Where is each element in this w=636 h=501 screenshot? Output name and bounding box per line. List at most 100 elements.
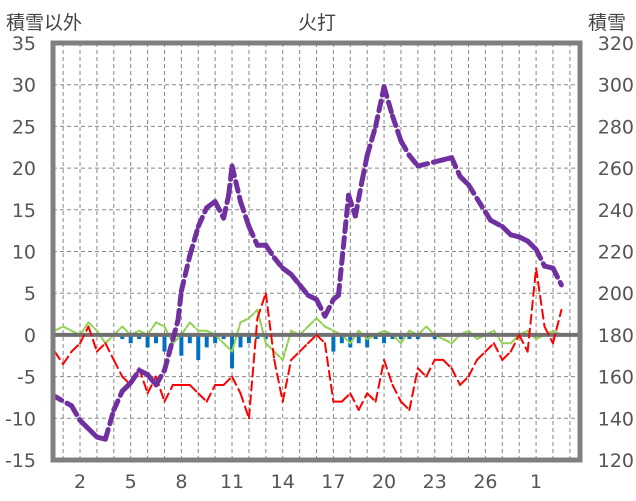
left-tick-label: 15: [12, 200, 36, 222]
temperature-segment: [104, 342, 115, 361]
x-tick-label: 26: [473, 471, 497, 493]
precip-bar: [238, 334, 243, 348]
x-tick-label: 5: [125, 471, 137, 493]
left-axis-title: 積雪以外: [6, 12, 83, 34]
temperature-segment: [383, 358, 394, 386]
left-tick-label: -15: [5, 450, 36, 472]
temperature-segment: [459, 375, 470, 386]
snow-depth-segment: [359, 153, 370, 184]
precip-bar: [407, 334, 412, 340]
snow-depth-segment: [50, 392, 75, 409]
green-series-segment: [62, 325, 73, 332]
snow-depth-segment: [178, 253, 193, 294]
snow-depth-segment: [352, 178, 365, 219]
temperature-segment: [95, 342, 107, 353]
temperature-segment: [256, 292, 267, 320]
right-tick-label: 280: [598, 116, 634, 138]
plot-frame: [50, 40, 583, 463]
temperature-segment: [535, 267, 546, 328]
temperature-segment: [307, 333, 318, 345]
left-tick-label: 10: [12, 242, 36, 264]
right-tick-label: 300: [598, 75, 634, 97]
temperature-segment: [357, 392, 369, 411]
temperature-segment: [450, 367, 462, 386]
precip-bar: [128, 334, 133, 344]
right-tick-label: 220: [598, 242, 634, 264]
snow-depth-segment: [381, 84, 396, 119]
snow-depth-segment: [364, 123, 379, 159]
temperature-segment: [543, 325, 554, 345]
snow-depth-segment: [128, 367, 142, 386]
snow-depth-segment: [237, 198, 252, 229]
precip-bar: [255, 334, 260, 340]
temperature-segment: [408, 367, 419, 411]
snow-depth-segment: [111, 388, 125, 413]
precip-bar: [196, 334, 201, 360]
temperature-segment: [197, 392, 208, 403]
snow-depth-segment: [322, 296, 336, 319]
temperature-segment: [273, 358, 284, 403]
precip-bar: [382, 334, 387, 344]
temperature-segment: [163, 383, 174, 403]
green-series-segment: [239, 317, 250, 324]
right-tick-label: 260: [598, 158, 634, 180]
snow-depth-segment: [533, 246, 548, 269]
precip-bar: [356, 334, 361, 344]
temperature-segment: [475, 350, 487, 361]
temperature-segment: [349, 392, 360, 411]
snow-depth-segment: [153, 367, 167, 388]
temperature-segment: [391, 383, 402, 403]
temperature-segment: [416, 367, 428, 378]
green-series-segment: [399, 329, 411, 345]
temperature-segment: [112, 358, 124, 378]
green-series-segment: [180, 321, 191, 336]
snow-depth-segment: [175, 288, 184, 323]
precip-bar: [246, 334, 251, 344]
green-series-segment: [349, 329, 360, 345]
temperature-segment: [62, 350, 73, 366]
temperature-segment: [551, 308, 563, 345]
x-tick-label: 17: [321, 471, 345, 493]
green-series-segment: [315, 317, 326, 328]
right-tick-label: 120: [598, 450, 634, 472]
right-tick-label: 140: [598, 408, 634, 430]
snow-depth-segment: [246, 223, 260, 248]
temperature-segment: [281, 358, 293, 403]
right-tick-label: 200: [598, 283, 634, 305]
x-tick-label: 11: [220, 471, 244, 493]
green-series-segment: [146, 321, 158, 336]
green-series-segment: [307, 317, 318, 328]
temperature-segment: [425, 358, 436, 378]
snow-depth-segment: [69, 403, 83, 423]
precip-bar: [263, 334, 268, 340]
left-tick-label: 35: [12, 33, 36, 55]
green-series-segment: [53, 325, 65, 332]
green-series-segment: [323, 325, 335, 332]
left-tick-label: 5: [24, 283, 36, 305]
snow-depth-segment: [195, 205, 210, 229]
precip-bar: [213, 334, 218, 344]
precip-bar: [221, 334, 226, 340]
temperature-segment: [484, 342, 495, 353]
temperature-segment: [298, 342, 310, 353]
snow-depth-segment: [373, 84, 387, 129]
snow-depth-segment: [398, 138, 412, 159]
left-tick-label: 20: [12, 158, 36, 180]
precip-bar: [145, 334, 150, 348]
green-series-segment: [155, 321, 166, 328]
x-tick-label: 2: [74, 471, 86, 493]
snow-depth-segment: [335, 192, 352, 298]
left-tick-label: -5: [17, 367, 36, 389]
temperature-segment: [442, 358, 453, 370]
precip-bar: [162, 334, 167, 352]
right-tick-label: 240: [598, 200, 634, 222]
temperature-segment: [399, 400, 411, 411]
temperature-segment: [239, 392, 250, 420]
snow-depth-segment: [415, 157, 446, 169]
precip-bar: [348, 334, 353, 348]
temperature-segment: [492, 342, 504, 361]
green-series-segment: [442, 338, 453, 345]
precip-bar: [331, 334, 336, 352]
